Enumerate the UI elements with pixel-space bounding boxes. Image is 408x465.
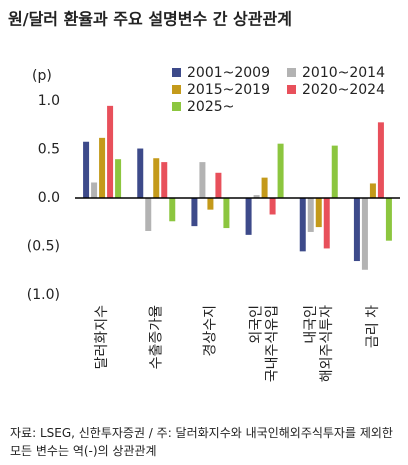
bar <box>137 148 144 198</box>
bar <box>331 145 338 198</box>
x-tick-label: 경상수지 <box>202 305 218 357</box>
bar <box>99 137 106 198</box>
bar <box>223 198 230 229</box>
bar <box>115 159 122 198</box>
bar <box>369 183 376 198</box>
y-tick-label: 1.0 <box>38 93 60 109</box>
y-tick-label: 0.0 <box>38 190 60 206</box>
legend-swatch <box>172 102 181 111</box>
chart-title: 원/달러 환율과 주요 설명변수 간 상관관계 <box>8 10 292 29</box>
x-tick-label: 달러화지수 <box>94 305 110 370</box>
x-tick-label: 외국인국내주식유입 <box>249 305 281 382</box>
legend-swatch <box>287 85 296 94</box>
bar <box>91 182 98 198</box>
bar <box>161 162 168 198</box>
bar <box>83 141 90 198</box>
bar <box>353 198 360 262</box>
bar <box>361 198 368 270</box>
legend-label: 2001~2009 <box>187 65 270 81</box>
bar <box>253 195 260 198</box>
bar <box>107 105 114 198</box>
footnote: 자료: LSEG, 신한투자증권 / 주: 달러화지수와 내국인해외주식투자를 … <box>10 426 393 458</box>
legend-label: 2010~2014 <box>302 65 385 81</box>
bar <box>377 122 384 198</box>
legend-label: 2020~2024 <box>302 82 385 98</box>
x-tick-label: 금리 차 <box>365 305 381 348</box>
y-tick-label: 0.5 <box>38 142 60 158</box>
bar <box>385 198 392 241</box>
y-axis-label: (p) <box>32 68 52 84</box>
bar <box>207 198 214 210</box>
bar <box>261 177 268 198</box>
legend-swatch <box>287 68 296 77</box>
bar <box>245 198 252 235</box>
page: 원/달러 환율과 주요 설명변수 간 상관관계 (p) 1.0 0.5 0.0 (0.… <box>8 9 400 458</box>
bar <box>145 198 152 231</box>
bar <box>191 198 198 227</box>
legend-label: 2015~2019 <box>187 82 270 98</box>
y-tick-label: (0.5) <box>27 239 60 255</box>
legend-swatch <box>172 85 181 94</box>
bar <box>277 143 284 198</box>
x-tick-label: 내국인해외주식투자 <box>303 305 335 382</box>
legend-swatch <box>172 68 181 77</box>
bar <box>169 198 176 222</box>
x-tick-label: 수출증가율 <box>148 305 164 370</box>
bar <box>199 162 206 198</box>
bar <box>315 198 322 228</box>
bar <box>153 158 160 198</box>
bar <box>307 198 314 232</box>
bar <box>299 198 306 252</box>
bar <box>269 198 276 215</box>
legend-label: 2025~ <box>187 99 234 115</box>
y-tick-label: (1.0) <box>27 287 60 303</box>
bar <box>215 172 222 198</box>
bar <box>323 198 330 249</box>
chart: 원/달러 환율과 주요 설명변수 간 상관관계 (p) 1.0 0.5 0.0 (0.… <box>8 10 400 382</box>
